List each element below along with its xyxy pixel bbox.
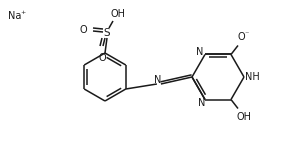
Text: NH: NH <box>245 72 259 82</box>
Text: O: O <box>79 25 87 35</box>
Text: +: + <box>20 10 25 15</box>
Text: OH: OH <box>111 9 125 19</box>
Text: N: N <box>198 97 206 107</box>
Text: S: S <box>104 28 110 38</box>
Text: N: N <box>196 48 204 58</box>
Text: O: O <box>237 32 245 42</box>
Text: Na: Na <box>8 11 21 21</box>
Text: ⁻: ⁻ <box>245 29 249 38</box>
Text: N: N <box>154 75 162 85</box>
Text: OH: OH <box>237 111 252 121</box>
Text: O: O <box>98 53 106 63</box>
